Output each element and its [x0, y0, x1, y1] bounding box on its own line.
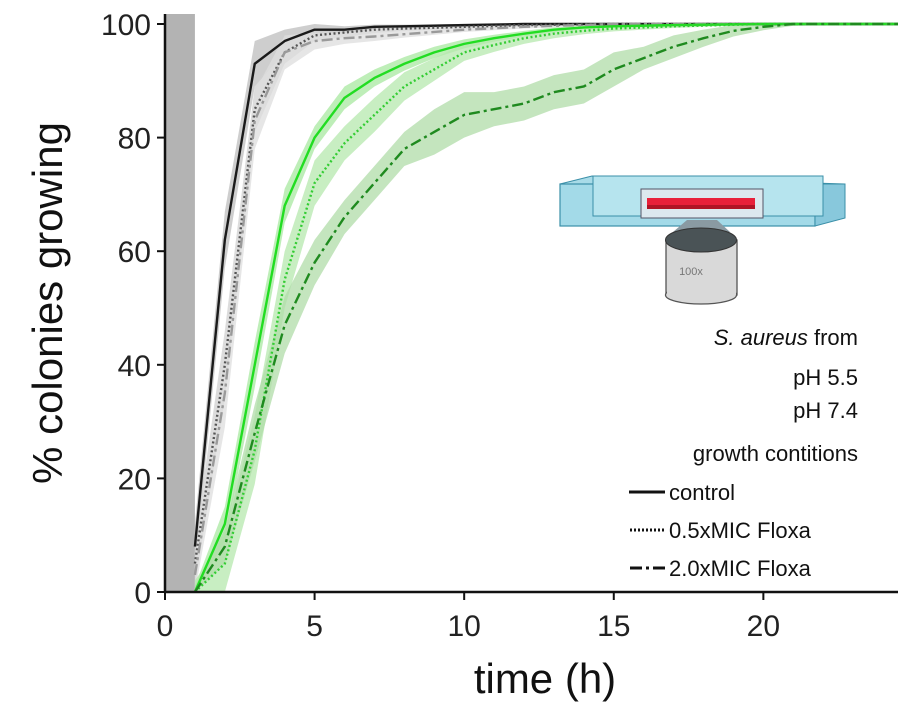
axes — [163, 14, 898, 594]
ticks: 0 5 10 15 20 0 20 40 60 80 100 — [101, 9, 780, 643]
series-line-3 — [193, 22, 898, 593]
legend-organism: S. aureus from — [714, 325, 858, 350]
objective-label: 100x — [679, 266, 703, 278]
series-band-5 — [194, 24, 899, 592]
legend-item-control: control — [669, 480, 735, 505]
y-tick-label: 100 — [101, 9, 151, 42]
y-tick-label: 20 — [118, 463, 151, 496]
y-axis-title: % colonies growing — [24, 122, 71, 484]
series-line-4 — [194, 22, 898, 593]
series-band-2 — [194, 24, 899, 592]
bacteria-layer-shadow — [647, 205, 755, 209]
x-tick-label: 20 — [747, 610, 780, 643]
legend-ph-low: pH 5.5 — [793, 365, 858, 390]
legend-item-two-mic: 2.0xMIC Floxa — [669, 556, 812, 581]
legend-conditions-title: growth contitions — [693, 441, 858, 466]
series-line-5 — [193, 22, 898, 593]
y-tick-label: 40 — [118, 350, 151, 383]
y-tick-label: 0 — [134, 577, 151, 610]
confidence-bands — [194, 24, 899, 592]
legend: S. aureus from pH 5.5 pH 7.4 growth cont… — [629, 325, 858, 581]
series-lines — [193, 22, 898, 593]
legend-item-half-mic: 0.5xMIC Floxa — [669, 518, 812, 543]
x-tick-label: 15 — [597, 610, 630, 643]
x-tick-label: 10 — [447, 610, 480, 643]
x-tick-label: 5 — [306, 610, 323, 643]
microscope-inset: 100x — [559, 175, 846, 305]
objective-lens — [665, 227, 737, 253]
series-line-2 — [193, 22, 898, 576]
y-tick-label: 60 — [118, 236, 151, 269]
x-axis-title: time (h) — [474, 655, 616, 702]
legend-ph-high: pH 7.4 — [793, 398, 858, 423]
x-tick-label: 0 — [157, 610, 174, 643]
y-tick-label: 80 — [118, 123, 151, 156]
bacteria-layer — [647, 198, 755, 209]
shaded-band — [165, 14, 195, 592]
